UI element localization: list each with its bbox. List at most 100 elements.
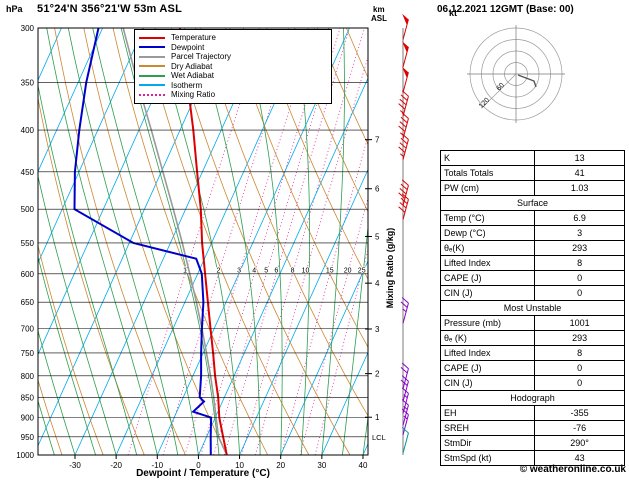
pressure-tick-label: 700 [21,325,35,334]
stat-value: 0 [534,270,625,286]
legend-item: Parcel Trajectory [139,52,327,62]
mixing-ratio-labels: 1 2 3 4 5 6 8 10 15 20 25 [182,266,367,275]
svg-text:20: 20 [344,267,352,274]
legend-item: Temperature [139,33,327,43]
indices-table: K 13 Totals Totals 41 PW (cm) 1.03 Surface Temp… [439,150,625,466]
temp-tick-label: 10 [235,461,244,470]
svg-text:15: 15 [326,267,334,274]
legend-label: Temperature [171,33,216,43]
svg-text:1: 1 [183,267,187,274]
km-tick-label: 6 [375,185,380,194]
legend-line-swatch [139,84,165,87]
legend-line-swatch [139,93,165,96]
legend-item: Isotherm [139,81,327,91]
table-row: PW (cm) 1.03 [439,180,625,196]
km-tick-label: 3 [375,325,380,334]
altitude-axis-unit: km [373,5,385,14]
svg-text:8: 8 [291,267,295,274]
stat-label: Lifted Index [439,345,536,361]
stat-value: -76 [534,420,625,436]
stat-label: StmSpd (kt) [439,450,536,466]
legend-label: Isotherm [171,80,203,90]
hodograph-trace [517,74,537,88]
pressure-axis-unit: hPa [6,4,23,14]
stat-value: 8 [534,255,625,271]
stat-label: θₑ (K) [439,330,536,346]
svg-text:25: 25 [358,267,366,274]
legend-item: Wet Adiabat [139,71,327,81]
temp-tick-label: -10 [151,461,163,470]
svg-text:ASL: ASL [371,14,387,23]
stat-value: 0 [534,285,625,301]
svg-text:10: 10 [302,267,310,274]
stat-value: 6.9 [534,210,625,226]
wind-barb [400,297,409,324]
pressure-tick-label: 350 [21,79,35,88]
legend-line-swatch [139,74,165,77]
temp-tick-label: 40 [359,461,368,470]
legend-label: Mixing Ratio [171,90,216,100]
run-datetime: 06.12.2021 12GMT (Base: 00) [437,4,574,15]
table-row: Pressure (mb) 1001 [439,315,625,331]
table-row: CAPE (J) 0 [439,270,625,286]
temp-tick-label: 20 [276,461,285,470]
legend-line-swatch [139,55,165,58]
stat-label: Dewp (°C) [439,225,536,241]
stat-value: 8 [534,345,625,361]
stat-label: Totals Totals [439,165,536,181]
svg-text:5: 5 [264,267,268,274]
table-row: Lifted Index 8 [439,255,625,271]
stat-label: CIN (J) [439,375,536,391]
pressure-tick-label: 550 [21,239,35,248]
table-row: CIN (J) 0 [439,375,625,391]
temp-tick-label: -20 [110,461,122,470]
stat-value: 293 [534,240,625,256]
table-row: EH -355 [439,405,625,421]
stat-value: 3 [534,225,625,241]
table-row: CIN (J) 0 [439,285,625,301]
stat-label: SREH [439,420,536,436]
stat-label: CIN (J) [439,285,536,301]
stat-label: CAPE (J) [439,360,536,376]
km-tick-label: 4 [375,279,380,288]
legend-label: Parcel Trajectory [171,52,232,62]
stat-value: 43 [534,450,625,466]
pressure-tick-label: 450 [21,168,35,177]
legend-item: Dewpoint [139,43,327,53]
temp-tick-label: 30 [317,461,326,470]
stat-value: 1.03 [534,180,625,196]
table-row: CAPE (J) 0 [439,360,625,376]
stat-value: 0 [534,375,625,391]
table-row: SREH -76 [439,420,625,436]
pressure-tick-label: 800 [21,372,35,381]
wind-barb [402,13,409,40]
svg-text:2: 2 [216,267,220,274]
svg-text:4: 4 [252,267,256,274]
table-row: θₑ (K) 293 [439,330,625,346]
x-axis-label: Dewpoint / Temperature (°C) [136,468,270,479]
copyright-link[interactable]: © weatheronline.co.uk [519,464,626,475]
stat-value: 41 [534,165,625,181]
pressure-tick-label: 750 [21,349,35,358]
legend-label: Dewpoint [171,42,205,52]
pressure-tick-label: 1000 [16,451,34,460]
legend-item: Dry Adiabat [139,62,327,72]
stat-label: θₑ(K) [439,240,536,256]
pressure-tick-label: 950 [21,433,35,442]
wind-barb [398,90,409,117]
pressure-tick-label: 900 [21,414,35,423]
stat-value: 290° [534,435,625,451]
table-row: Temp (°C) 6.9 [439,210,625,226]
plot-border [37,27,369,456]
hodograph: 60 120 [467,25,565,123]
stat-value: 293 [534,330,625,346]
stat-value: 13 [534,150,625,166]
hodograph-unit-label: kt [449,8,457,18]
station-title: 51°24'N 356°21'W 53m ASL [37,3,182,15]
legend-line-swatch [139,65,165,68]
wind-barb [401,408,409,436]
svg-text:3: 3 [237,267,241,274]
km-tick-label: 5 [375,232,380,241]
